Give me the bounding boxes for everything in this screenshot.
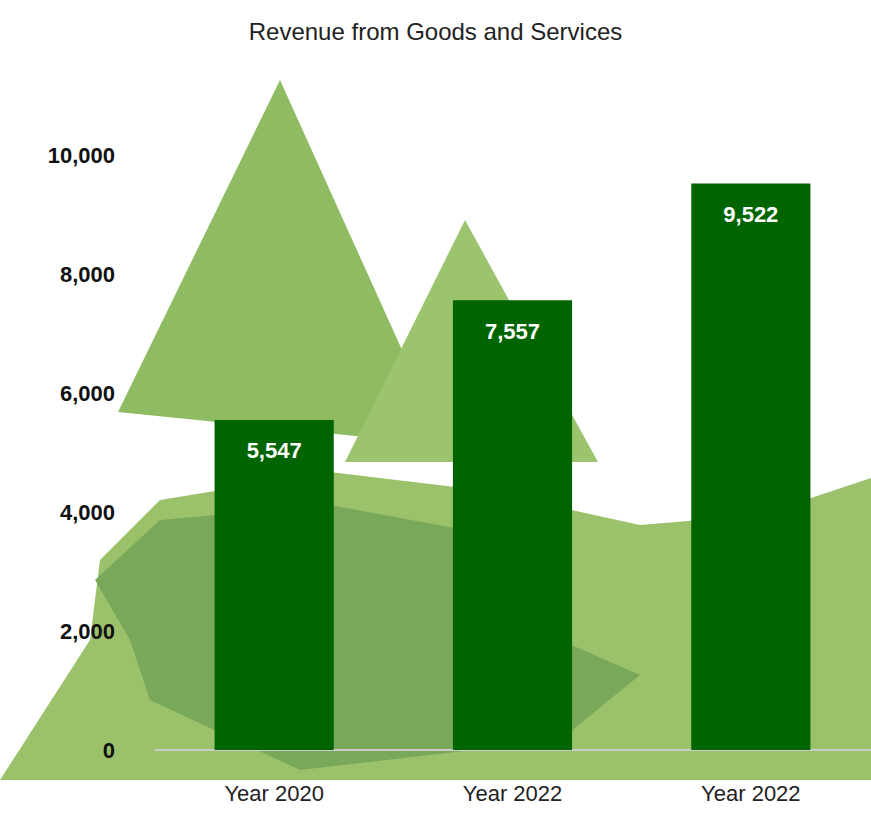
- svg-text:9,522: 9,522: [723, 202, 778, 227]
- svg-text:0: 0: [103, 738, 115, 763]
- svg-text:Year 2022: Year 2022: [463, 781, 563, 806]
- svg-text:4,000: 4,000: [60, 500, 115, 525]
- svg-text:5,547: 5,547: [247, 438, 302, 463]
- svg-text:Year 2020: Year 2020: [224, 781, 324, 806]
- svg-text:10,000: 10,000: [48, 143, 115, 168]
- svg-text:2,000: 2,000: [60, 619, 115, 644]
- svg-text:7,557: 7,557: [485, 319, 540, 344]
- svg-text:8,000: 8,000: [60, 262, 115, 287]
- svg-text:6,000: 6,000: [60, 381, 115, 406]
- svg-text:Revenue from Goods and Service: Revenue from Goods and Services: [249, 18, 623, 45]
- svg-text:Year 2022: Year 2022: [701, 781, 801, 806]
